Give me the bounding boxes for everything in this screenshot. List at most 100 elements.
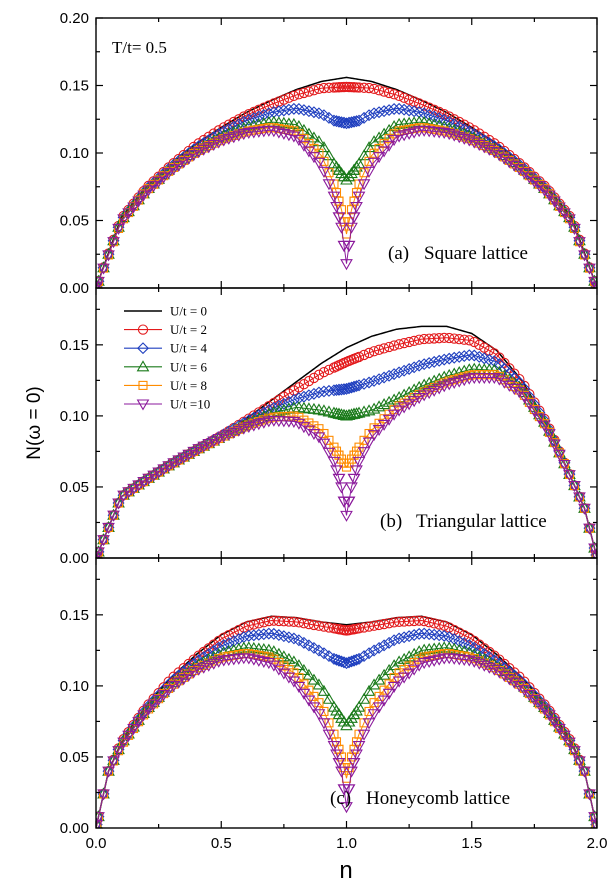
data-point bbox=[350, 704, 363, 716]
data-point bbox=[162, 685, 175, 697]
data-point bbox=[502, 674, 516, 686]
data-point bbox=[379, 685, 389, 695]
y-axis-ticks: 0.00 0.05 0.10 0.15 bbox=[60, 288, 598, 567]
x-tick-label: 0.5 bbox=[211, 835, 232, 852]
data-point bbox=[543, 424, 556, 436]
data-point bbox=[293, 382, 305, 393]
data-point bbox=[419, 100, 430, 111]
data-point bbox=[408, 629, 421, 641]
data-point bbox=[308, 619, 320, 631]
data-point bbox=[377, 695, 391, 707]
data-point bbox=[292, 681, 306, 693]
data-point bbox=[253, 618, 264, 629]
data-point bbox=[307, 106, 320, 119]
data-point bbox=[332, 758, 346, 770]
data-point bbox=[288, 90, 300, 102]
data-point bbox=[482, 144, 496, 156]
y-tick-label: 0.00 bbox=[60, 550, 89, 567]
data-point bbox=[299, 415, 309, 425]
data-point bbox=[507, 160, 521, 172]
data-point bbox=[318, 366, 330, 378]
data-point bbox=[438, 353, 451, 366]
data-point bbox=[304, 139, 314, 149]
data-point bbox=[322, 729, 336, 741]
series-u-t-10 bbox=[96, 653, 597, 828]
data-point bbox=[352, 157, 366, 169]
data-point bbox=[345, 381, 358, 394]
data-point bbox=[462, 135, 476, 147]
data-point bbox=[317, 385, 330, 398]
data-point bbox=[157, 172, 170, 184]
data-point bbox=[322, 650, 335, 663]
x-tick-label: 1.0 bbox=[336, 835, 357, 852]
data-point bbox=[398, 103, 411, 116]
data-point bbox=[282, 672, 296, 684]
data-point bbox=[197, 144, 211, 156]
data-point bbox=[267, 126, 281, 138]
data-point bbox=[377, 127, 391, 139]
data-point bbox=[342, 408, 356, 420]
y-tick-label: 0.05 bbox=[60, 749, 89, 766]
data-point bbox=[278, 616, 290, 627]
data-point bbox=[282, 103, 295, 116]
data-point bbox=[207, 139, 221, 151]
data-point bbox=[342, 784, 356, 796]
data-point bbox=[257, 628, 270, 641]
y-tick-label: 0.00 bbox=[60, 820, 89, 837]
data-point bbox=[583, 523, 596, 535]
data-point bbox=[428, 355, 441, 368]
data-point bbox=[538, 704, 551, 716]
data-point bbox=[363, 647, 376, 660]
data-point bbox=[283, 92, 295, 103]
data-point bbox=[573, 756, 586, 768]
data-point bbox=[317, 438, 331, 450]
data-point bbox=[423, 357, 436, 370]
data-point bbox=[417, 643, 431, 655]
data-point bbox=[350, 653, 363, 666]
data-point bbox=[312, 709, 326, 721]
panel-triangular-lattice: 0.000.050.100.15 (b) Triangular lattice … bbox=[60, 287, 598, 567]
data-point bbox=[454, 334, 465, 345]
legend-label: U/t = 6 bbox=[170, 359, 207, 374]
data-point bbox=[369, 148, 379, 158]
panel-honeycomb-lattice: 0.00 0.05 0.10 0.15 (c) Honeycomb lattice bbox=[60, 557, 598, 837]
panel-label-c: (c) bbox=[330, 788, 351, 809]
data-point bbox=[393, 339, 405, 350]
data-point bbox=[512, 164, 526, 176]
data-point bbox=[162, 168, 175, 180]
data-point bbox=[162, 461, 175, 473]
data-point bbox=[403, 363, 416, 375]
data-point bbox=[383, 369, 396, 382]
data-point bbox=[363, 347, 375, 359]
data-point bbox=[487, 372, 501, 385]
data-point bbox=[177, 452, 191, 464]
data-point bbox=[388, 368, 401, 381]
data-point bbox=[345, 766, 358, 778]
data-point bbox=[568, 223, 581, 235]
data-point bbox=[348, 380, 360, 393]
data-point bbox=[434, 333, 445, 344]
data-point bbox=[377, 398, 391, 410]
data-point bbox=[497, 377, 511, 389]
data-point bbox=[589, 550, 597, 558]
data-point bbox=[287, 117, 301, 129]
data-point bbox=[382, 395, 396, 407]
data-point bbox=[589, 281, 597, 288]
data-point bbox=[192, 444, 206, 456]
data-point bbox=[330, 749, 343, 761]
data-point bbox=[345, 116, 358, 129]
data-point bbox=[182, 670, 196, 682]
y-axis-title: N(ω = 0) bbox=[24, 386, 45, 459]
x-tick-label: 2.0 bbox=[587, 835, 608, 852]
data-point bbox=[277, 397, 290, 410]
data-point bbox=[434, 619, 445, 630]
legend-label: U/t = 2 bbox=[170, 322, 207, 337]
data-point bbox=[573, 492, 586, 504]
data-point bbox=[408, 335, 420, 347]
data-point bbox=[358, 111, 371, 124]
data-point bbox=[317, 718, 331, 730]
data-point bbox=[372, 424, 386, 437]
data-point bbox=[322, 179, 336, 191]
y-axis-ticks: 0.00 0.05 0.10 0.15 0.20 bbox=[60, 10, 598, 297]
data-point bbox=[282, 631, 295, 644]
